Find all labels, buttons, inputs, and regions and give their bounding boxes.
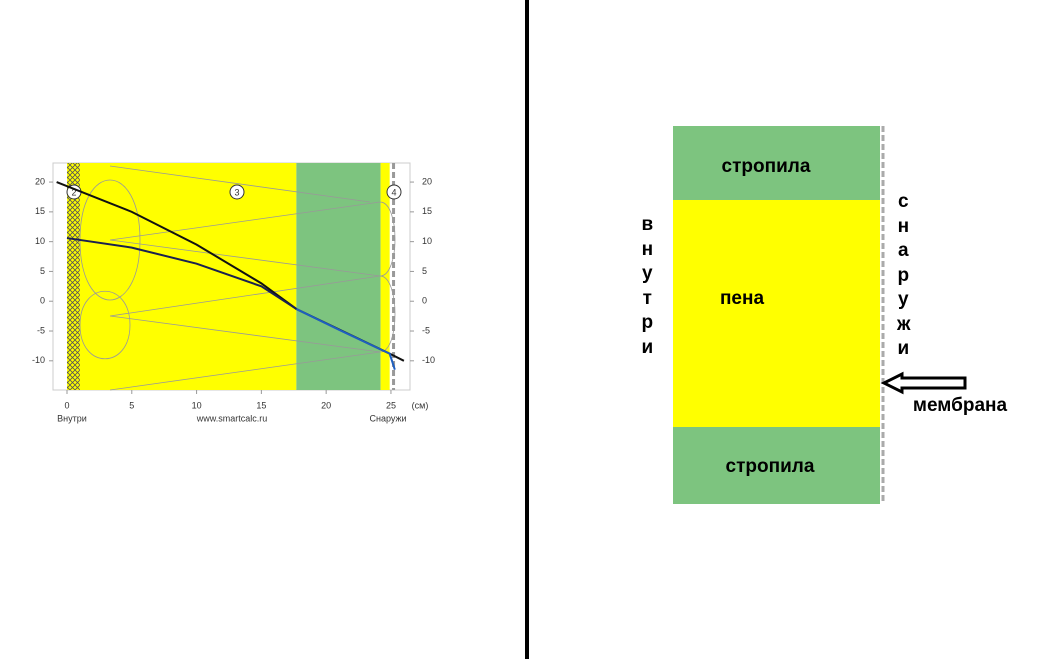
source: www.smartcalc.ru: [196, 413, 268, 423]
layer-marker: [386, 184, 402, 200]
layer-marker-label: 2: [71, 187, 76, 197]
x-tick-label: 10: [192, 400, 202, 410]
layer: [296, 163, 381, 390]
foam-label: пена: [720, 288, 765, 309]
rafter: [673, 126, 880, 200]
outside-label: Снаружи: [369, 413, 406, 423]
y-tick-label: -5: [37, 325, 45, 335]
y-tick-label: 10: [422, 236, 432, 246]
rafter: [673, 427, 880, 504]
y-tick-label: 15: [35, 206, 45, 216]
outside-label: снаружи: [897, 191, 911, 359]
membrane-label: мембрана: [913, 395, 1008, 416]
y-tick-label: -10: [422, 355, 435, 365]
y-tick-label: -10: [32, 355, 45, 365]
layer: [66, 163, 80, 390]
y-tick-label: 0: [40, 296, 45, 306]
rafter-label: стропила: [722, 156, 811, 177]
y-tick-label: 5: [40, 266, 45, 276]
x-axis-label: (см): [412, 400, 429, 410]
arrow: [880, 371, 967, 395]
inside-label: Внутри: [57, 413, 87, 423]
y-tick-label: 15: [422, 206, 432, 216]
layer-marker: [229, 184, 245, 200]
x-tick-label: 15: [256, 400, 266, 410]
x-tick-label: 20: [321, 400, 331, 410]
line: [295, 308, 396, 371]
foam: [673, 200, 880, 427]
insulation-pattern: [79, 165, 396, 391]
layer: [79, 163, 297, 390]
rafter-label: стропила: [726, 456, 815, 477]
y-tick-label: 0: [422, 296, 427, 306]
line: [66, 237, 297, 310]
layer: [380, 163, 390, 390]
y-tick-label: 20: [35, 176, 45, 186]
x-tick-label: 0: [64, 400, 69, 410]
layer-marker-label: 4: [391, 187, 396, 197]
y-tick-label: 10: [35, 236, 45, 246]
layer-marker-label: 3: [234, 187, 239, 197]
y-tick-label: 5: [422, 266, 427, 276]
y-tick-label: 20: [422, 176, 432, 186]
y-tick-label: -5: [422, 325, 430, 335]
x-tick-label: 25: [386, 400, 396, 410]
x-tick-label: 5: [129, 400, 134, 410]
inside-label: внутри: [641, 214, 654, 358]
